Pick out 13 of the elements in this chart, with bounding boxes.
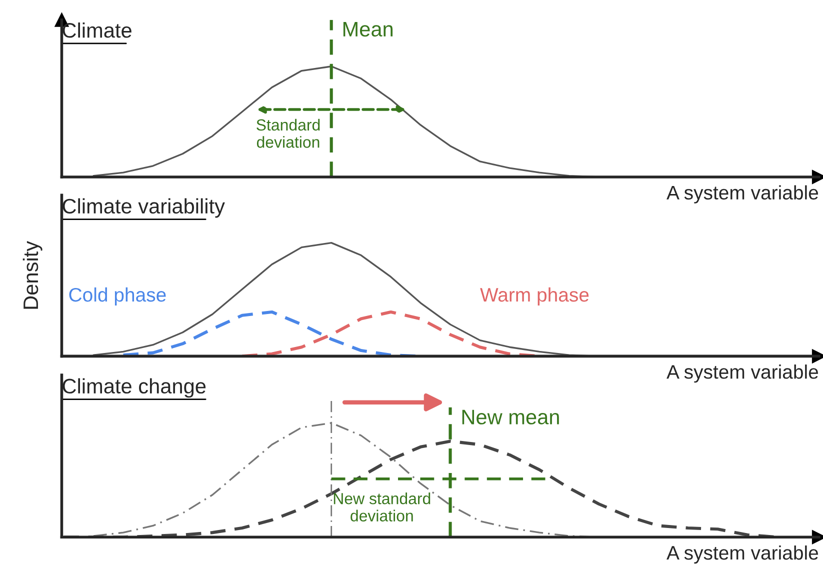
chart-title: Climate variability <box>62 198 225 218</box>
text: Mean <box>343 22 393 37</box>
y-axis-title: Density <box>22 240 42 309</box>
x-axis-title: A system variable <box>666 185 818 204</box>
annotation: New mean <box>462 410 559 424</box>
x-axis-title: A system variable <box>666 364 818 383</box>
series-label: Warm phase <box>480 287 589 306</box>
annotation: Standard deviation <box>256 118 320 148</box>
chart-title: Climate <box>62 22 132 38</box>
chart-title: Climate change <box>62 378 206 398</box>
x-axis-title: A system variable <box>666 545 818 564</box>
annotation: New standard deviation <box>334 492 430 522</box>
text: Cold phase <box>69 287 166 306</box>
